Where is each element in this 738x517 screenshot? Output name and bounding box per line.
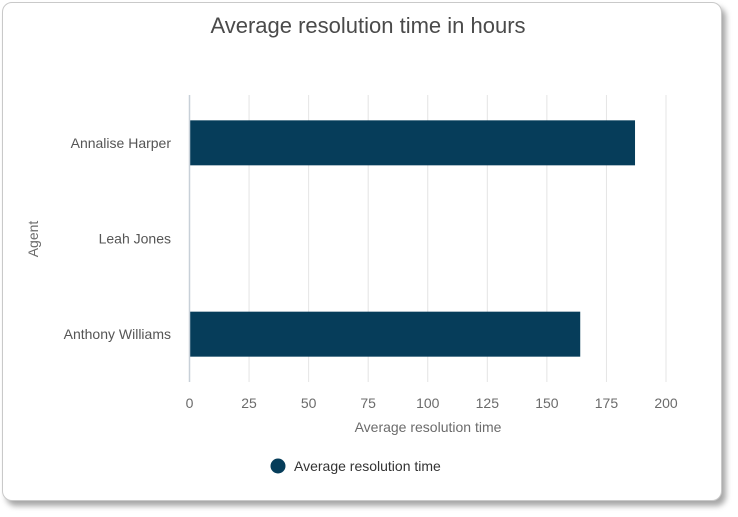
x-tick-label: 75: [360, 395, 376, 411]
x-tick-labels: 0 25 50 75 100 125 150 175 200: [186, 395, 678, 411]
x-tick-label: 200: [654, 395, 678, 411]
chart-title: Average resolution time in hours: [210, 13, 526, 38]
x-tick-label: 50: [301, 395, 317, 411]
x-tick-label: 100: [416, 395, 440, 411]
x-tick-label: 125: [476, 395, 500, 411]
x-tick-label: 150: [535, 395, 559, 411]
legend[interactable]: Average resolution time: [270, 458, 442, 474]
chart-card: Average resolution time in hours: [2, 2, 722, 501]
category-label: Annalise Harper: [71, 135, 172, 151]
category-label: Leah Jones: [99, 231, 171, 247]
legend-swatch: [270, 458, 286, 474]
x-tick-label: 175: [595, 395, 619, 411]
x-tick-label: 0: [186, 395, 194, 411]
x-axis-title: Average resolution time: [355, 419, 502, 435]
bar[interactable]: [189, 120, 636, 166]
legend-label: Average resolution time: [294, 458, 441, 474]
bar[interactable]: [189, 311, 581, 357]
x-tick-label: 25: [241, 395, 257, 411]
bars: [189, 120, 636, 357]
category-labels: Annalise Harper Leah Jones Anthony William…: [64, 135, 172, 342]
category-label: Anthony Williams: [64, 326, 171, 342]
y-axis-title: Agent: [25, 221, 41, 258]
